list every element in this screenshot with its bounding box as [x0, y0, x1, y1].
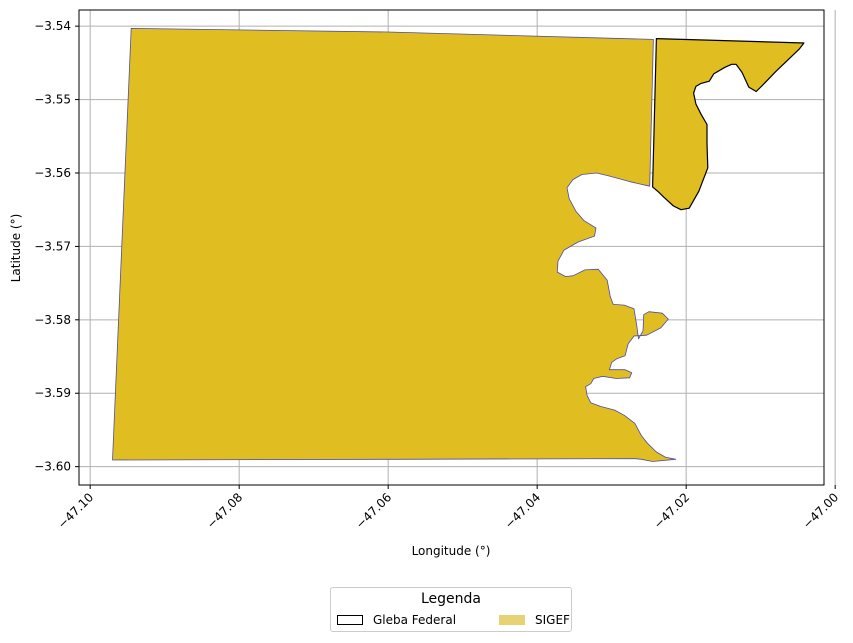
x-tick-label: −47.08: [204, 490, 245, 531]
legend-label-sigef: SIGEF: [535, 613, 570, 627]
y-tick-label: −3.60: [34, 460, 71, 474]
legend-swatch-fill: [499, 615, 525, 625]
polygon-layer: [112, 27, 805, 462]
legend-title: Legenda: [420, 591, 481, 607]
x-tick-label: −47.00: [800, 490, 841, 531]
legend-label-gleba-federal: Gleba Federal: [373, 613, 457, 627]
plot-frame: [78, 9, 825, 486]
y-tick-label: −3.55: [34, 93, 71, 107]
y-tick-label: −3.59: [34, 386, 71, 400]
x-tick-label: −47.10: [55, 490, 96, 531]
x-tick-label: −47.02: [651, 490, 692, 531]
y-tick-label: −3.56: [34, 166, 71, 180]
polygon-sigef: [112, 27, 677, 462]
x-tick-label: −47.04: [502, 490, 543, 531]
y-tick-label: −3.57: [34, 239, 71, 253]
x-axis-label: Longitude (°): [412, 544, 491, 558]
y-axis-label: Latitude (°): [9, 214, 23, 283]
legend: Legenda Gleba Federal SIGEF: [330, 587, 572, 632]
y-tick-label: −3.54: [34, 19, 71, 33]
polygon-gleba-federal: [651, 37, 805, 211]
legend-entry-gleba-federal: Gleba Federal: [337, 613, 456, 627]
y-tick-label: −3.58: [34, 313, 71, 327]
legend-entry-sigef: SIGEF: [499, 613, 570, 627]
x-tick-label: −47.06: [353, 490, 394, 531]
legend-swatch-outline: [337, 615, 363, 625]
